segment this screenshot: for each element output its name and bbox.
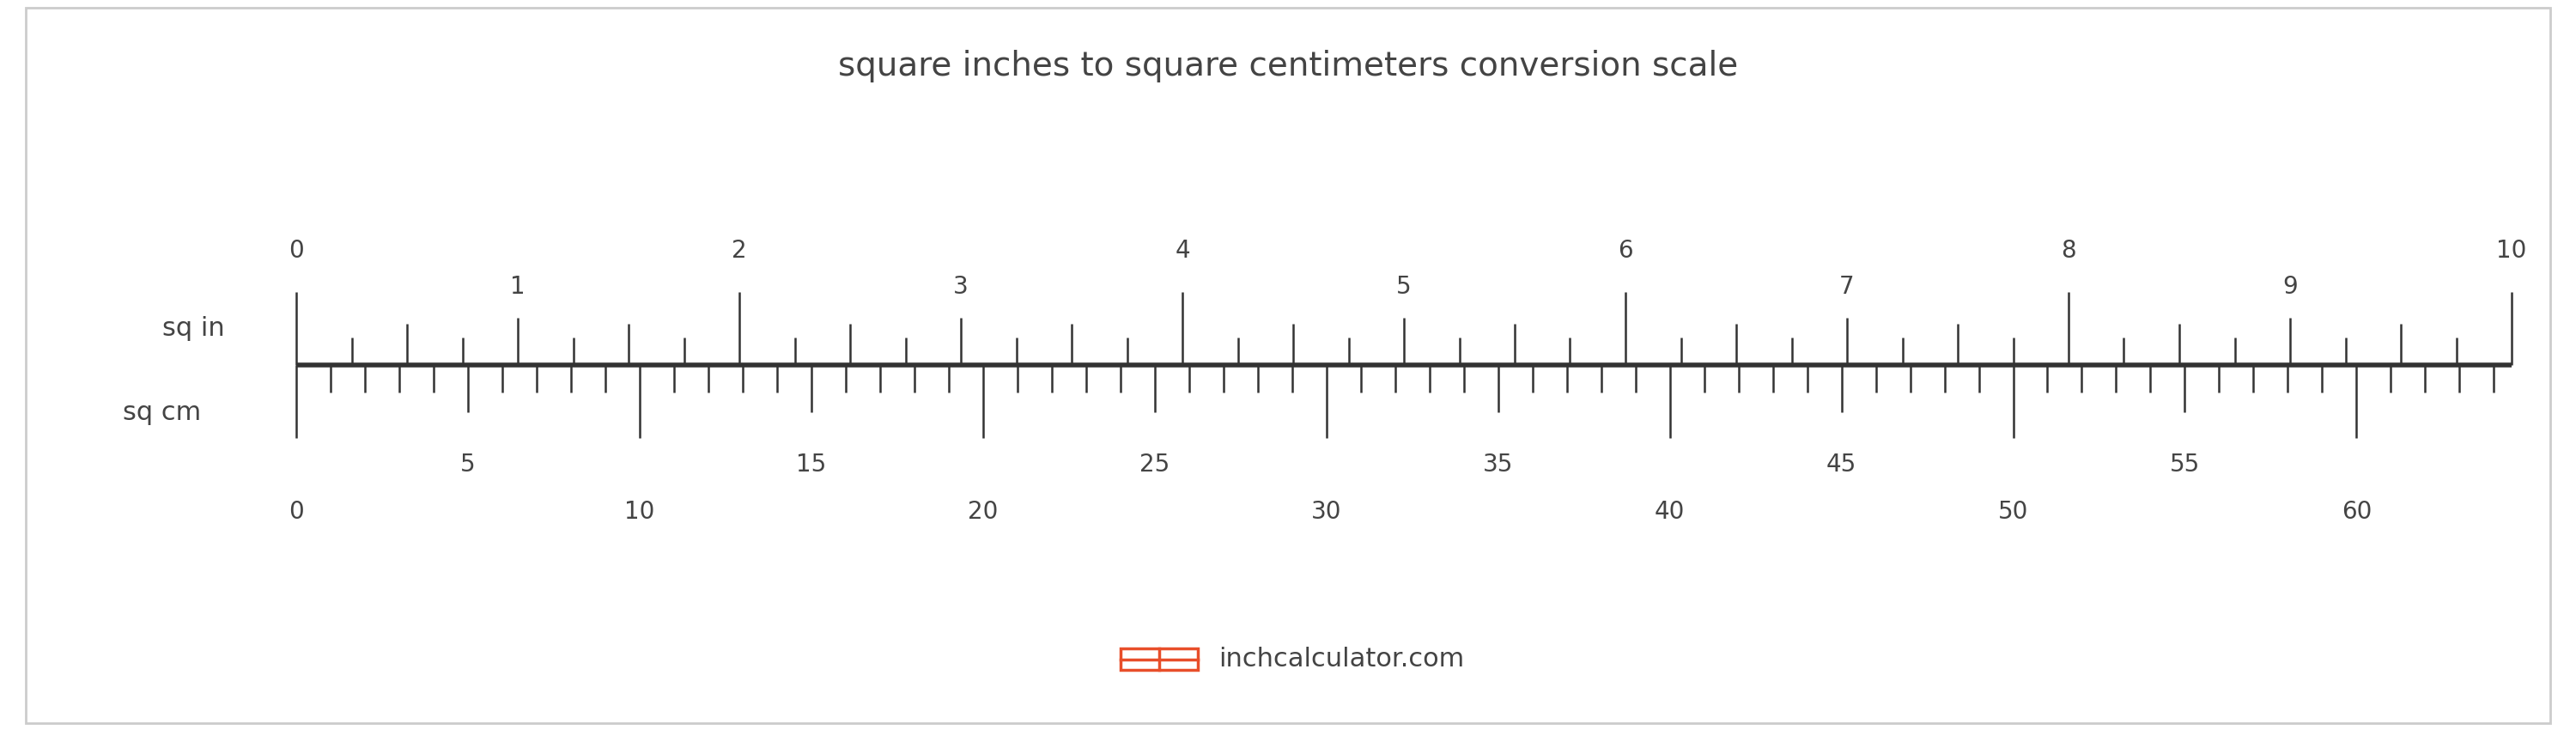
Text: 40: 40 (1654, 500, 1685, 524)
Text: 8: 8 (2061, 239, 2076, 263)
Text: 20: 20 (969, 500, 997, 524)
Text: 10: 10 (623, 500, 654, 524)
Text: 7: 7 (1839, 275, 1855, 299)
Text: 25: 25 (1139, 453, 1170, 477)
Text: 9: 9 (2282, 275, 2298, 299)
Text: sq in: sq in (162, 316, 224, 341)
Text: 55: 55 (2169, 453, 2200, 477)
Text: 2: 2 (732, 239, 747, 263)
Text: 60: 60 (2342, 500, 2372, 524)
Text: 0: 0 (289, 239, 304, 263)
Text: 35: 35 (1484, 453, 1512, 477)
Text: 5: 5 (1396, 275, 1412, 299)
Text: 5: 5 (461, 453, 477, 477)
Text: 1: 1 (510, 275, 526, 299)
Text: 50: 50 (1999, 500, 2027, 524)
Text: 30: 30 (1311, 500, 1342, 524)
Text: inchcalculator.com: inchcalculator.com (1218, 647, 1463, 672)
Text: 3: 3 (953, 275, 969, 299)
Text: square inches to square centimeters conversion scale: square inches to square centimeters conv… (837, 50, 1739, 82)
Text: 45: 45 (1826, 453, 1857, 477)
Text: 15: 15 (796, 453, 827, 477)
Text: 10: 10 (2496, 239, 2527, 263)
Text: 0: 0 (289, 500, 304, 524)
Text: 4: 4 (1175, 239, 1190, 263)
Text: 6: 6 (1618, 239, 1633, 263)
Text: sq cm: sq cm (124, 400, 201, 425)
